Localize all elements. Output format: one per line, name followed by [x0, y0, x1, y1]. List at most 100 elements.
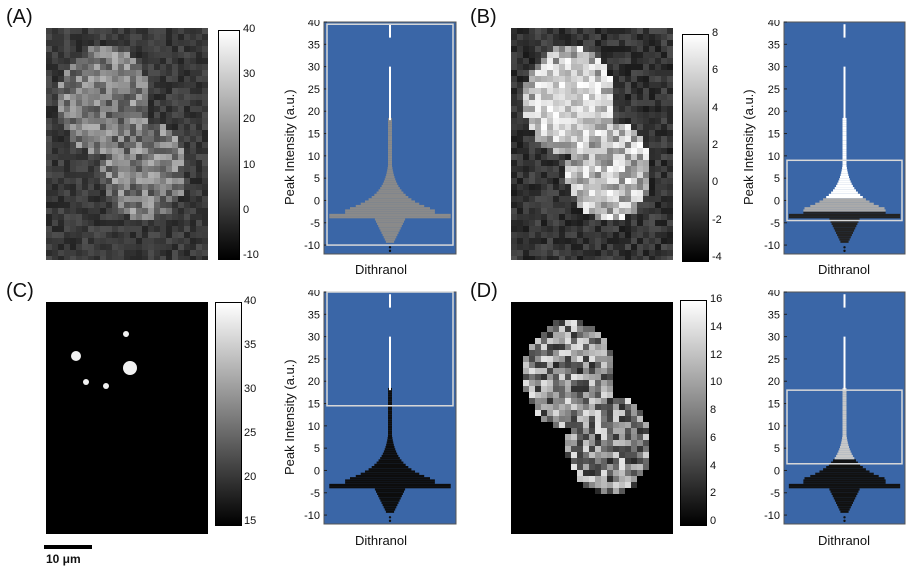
image-pixel — [661, 64, 667, 70]
image-pixel — [601, 338, 607, 344]
image-pixel — [583, 244, 589, 250]
image-pixel — [142, 130, 148, 136]
image-pixel — [625, 148, 631, 154]
image-pixel — [82, 136, 88, 142]
distribution-band — [842, 135, 847, 138]
image-pixel — [94, 52, 100, 58]
image-pixel — [643, 172, 649, 178]
image-pixel — [523, 172, 529, 178]
image-pixel — [571, 362, 577, 368]
image-pixel — [613, 256, 619, 260]
image-pixel — [535, 76, 541, 82]
image-pixel — [643, 422, 649, 428]
image-pixel — [619, 440, 625, 446]
outlier-point — [843, 516, 846, 519]
image-pixel — [655, 244, 661, 250]
image-pixel — [601, 94, 607, 100]
image-pixel — [571, 398, 577, 404]
image-pixel — [577, 398, 583, 404]
x-axis-label-c: Dithranol — [355, 533, 408, 548]
distribution-band — [829, 218, 860, 221]
image-pixel — [82, 190, 88, 196]
image-pixel — [517, 70, 523, 76]
image-pixel — [637, 220, 643, 226]
colorbar-tick-label: 6 — [712, 64, 719, 77]
image-pixel — [631, 34, 637, 40]
image-pixel — [523, 58, 529, 64]
image-pixel — [100, 166, 106, 172]
image-pixel — [82, 130, 88, 136]
image-pixel — [154, 130, 160, 136]
image-pixel — [130, 172, 136, 178]
image-pixel — [547, 46, 553, 52]
image-pixel — [553, 160, 559, 166]
image-pixel — [643, 118, 649, 124]
image-pixel — [619, 34, 625, 40]
image-pixel — [130, 58, 136, 64]
image-pixel — [82, 124, 88, 130]
image-pixel — [559, 82, 565, 88]
image-pixel — [631, 470, 637, 476]
image-pixel — [637, 88, 643, 94]
image-pixel — [577, 208, 583, 214]
image-pixel — [607, 458, 613, 464]
image-pixel — [94, 136, 100, 142]
image-pixel — [553, 398, 559, 404]
image-pixel — [160, 148, 166, 154]
image-pixel — [184, 178, 190, 184]
image-pixel — [595, 428, 601, 434]
image-pixel — [58, 172, 64, 178]
image-pixel — [595, 374, 601, 380]
image-pixel — [70, 160, 76, 166]
image-pixel — [523, 386, 529, 392]
image-pixel — [595, 46, 601, 52]
image-pixel — [142, 172, 148, 178]
image-pixel — [583, 250, 589, 256]
image-pixel — [625, 244, 631, 250]
image-pixel — [553, 256, 559, 260]
distribution-band — [388, 158, 392, 161]
image-pixel — [523, 82, 529, 88]
image-pixel — [577, 392, 583, 398]
image-pixel — [637, 190, 643, 196]
image-pixel — [631, 476, 637, 482]
image-pixel — [571, 70, 577, 76]
image-pixel — [166, 34, 172, 40]
image-pixel — [643, 202, 649, 208]
image-pixel — [601, 464, 607, 470]
image-pixel — [46, 124, 52, 130]
image-pixel — [577, 338, 583, 344]
image-pixel — [613, 452, 619, 458]
distribution-band — [380, 229, 400, 232]
image-pixel — [184, 70, 190, 76]
image-pixel — [607, 392, 613, 398]
image-pixel — [643, 190, 649, 196]
image-pixel — [70, 172, 76, 178]
distribution-band — [842, 396, 847, 400]
image-pixel — [655, 70, 661, 76]
image-pixel — [607, 214, 613, 220]
image-pixel — [511, 100, 517, 106]
image-pixel — [619, 118, 625, 124]
image-pixel — [58, 70, 64, 76]
image-pixel — [70, 148, 76, 154]
image-pixel — [559, 46, 565, 52]
image-pixel — [82, 142, 88, 148]
image-pixel — [178, 136, 184, 142]
image-pixel — [523, 196, 529, 202]
colorbar-tick-label: -2 — [712, 213, 722, 226]
image-pixel — [571, 124, 577, 130]
image-pixel — [202, 118, 208, 124]
image-pixel — [46, 52, 52, 58]
selection-box — [326, 23, 454, 246]
image-pixel — [112, 244, 118, 250]
image-pixel — [553, 76, 559, 82]
image-pixel — [166, 58, 172, 64]
image-pixel — [94, 94, 100, 100]
image-pixel — [58, 202, 64, 208]
image-pixel — [118, 118, 124, 124]
image-pixel — [166, 196, 172, 202]
image-pixel — [118, 88, 124, 94]
image-pixel — [82, 100, 88, 106]
image-pixel — [553, 362, 559, 368]
